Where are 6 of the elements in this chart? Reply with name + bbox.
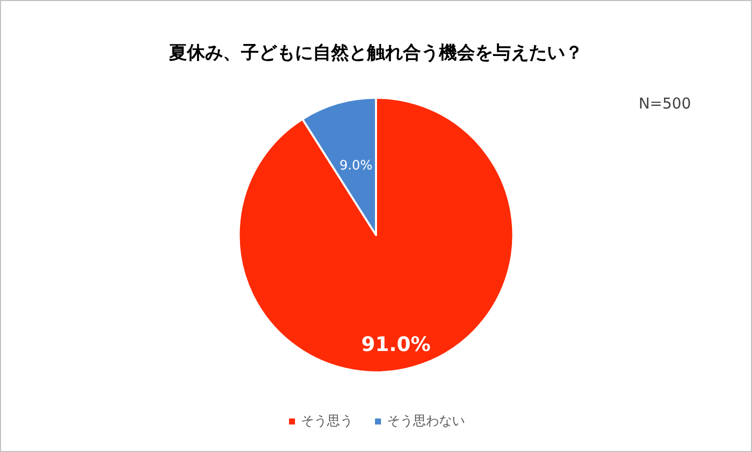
legend-label: そう思わない: [387, 414, 465, 429]
data-label: 9.0%: [340, 158, 373, 174]
chart-title: 夏休み、子どもに自然と触れ合う機会を与えたい？: [168, 42, 583, 64]
text: N=500: [638, 94, 692, 112]
data-label: 91.0%: [361, 332, 431, 356]
legend-label: そう思う: [301, 414, 353, 429]
